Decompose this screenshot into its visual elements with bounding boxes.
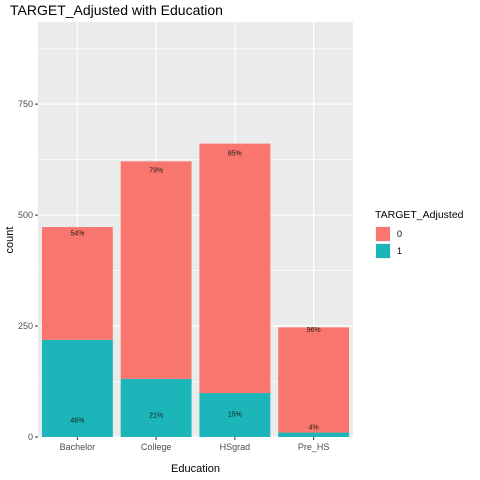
x-tick-label: Pre_HS [298,442,330,452]
legend-items: 01 [375,226,402,259]
y-tick-label: 750 [18,99,33,109]
bar-Pre_HS-series-0 [278,327,350,433]
bar-label-Pre_HS-series-0: 96% [307,327,321,334]
y-tick-label: 250 [18,321,33,331]
bar-label-HSgrad-series-0: 85% [228,150,242,157]
legend-key-series-1 [376,244,390,258]
bar-label-HSgrad-series-1: 15% [228,411,242,418]
legend-label-series-1: 1 [397,246,402,256]
bar-College-series-1 [120,378,192,437]
legend: TARGET_Adjusted 01 [375,209,464,259]
bars [41,143,350,437]
bar-label-College-series-0: 79% [149,167,163,174]
x-tick-label: College [141,442,172,452]
x-tick-label: HSgrad [220,442,251,452]
chart-title: TARGET_Adjusted with Education [10,2,223,18]
y-axis: 0 250 500 750 [18,99,38,442]
bar-Bachelor-series-1 [41,339,113,437]
legend-label-series-0: 0 [397,229,402,239]
x-axis-title: Education [171,463,220,475]
y-tick-label: 0 [28,432,33,442]
bar-HSgrad-series-0 [199,143,271,394]
bar-label-Pre_HS-series-1: 4% [309,424,319,431]
bar-label-College-series-1: 21% [149,413,163,420]
bar-label-Bachelor-series-1: 46% [70,417,84,424]
bar-College-series-0 [120,161,192,379]
x-tick-label: Bachelor [60,442,96,452]
legend-title: TARGET_Adjusted [375,209,464,221]
y-axis-title: count [4,227,16,254]
bar-labels: 54% 46% 79% 21% 85% 15% 96% 4% [70,150,320,431]
legend-key-series-0 [376,227,390,241]
x-axis: Bachelor College HSgrad Pre_HS [60,437,330,452]
bar-HSgrad-series-1 [199,393,271,437]
bar-label-Bachelor-series-0: 54% [70,230,84,237]
bar-Bachelor-series-0 [41,227,113,340]
bar-Pre_HS-series-1 [278,432,350,437]
y-tick-label: 500 [18,210,33,220]
